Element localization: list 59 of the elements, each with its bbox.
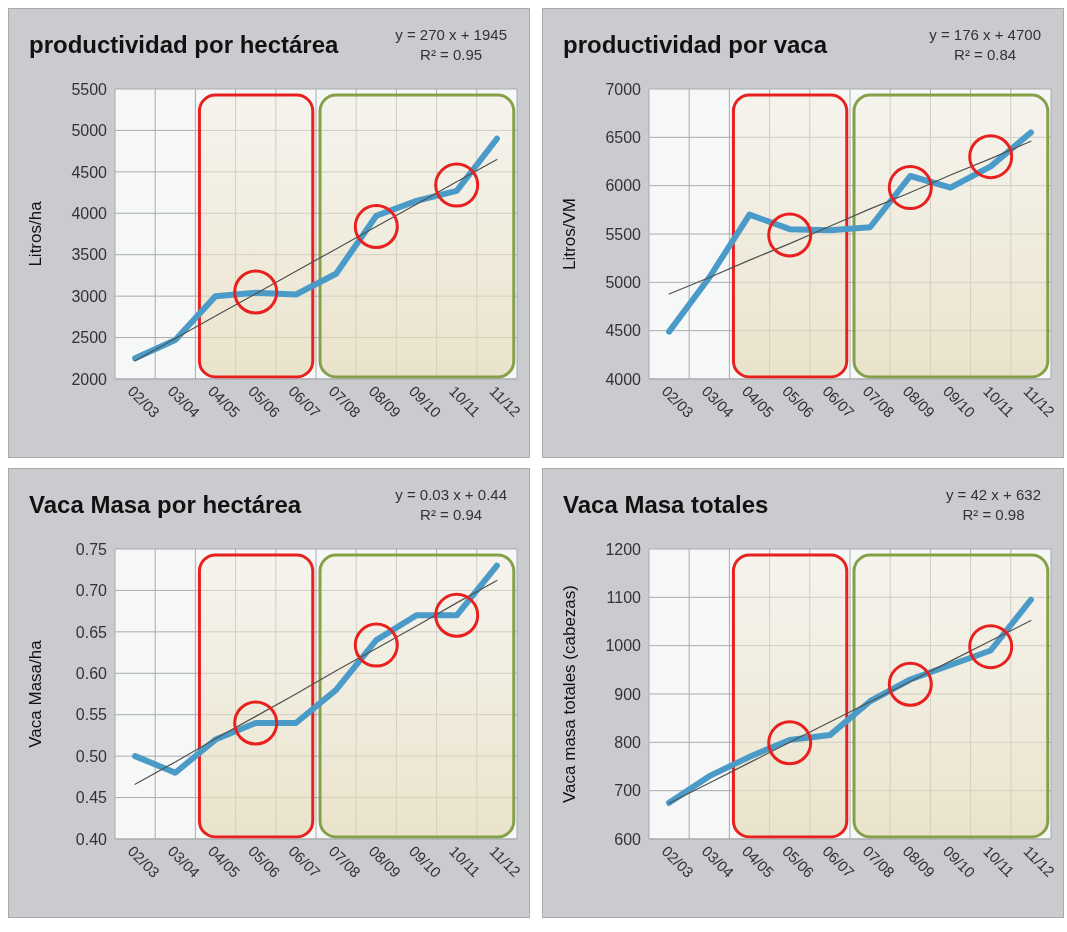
chart-title: productividad por vaca xyxy=(563,31,828,59)
y-tick-label: 2500 xyxy=(71,329,108,347)
text: y = 176 x + 4700 xyxy=(929,25,1041,45)
y-tick-label: 1100 xyxy=(606,589,642,607)
point xyxy=(887,661,933,707)
y-tick-label: 4000 xyxy=(71,204,108,222)
y-tick-label: 0.40 xyxy=(75,830,108,848)
y-tick-label: 4500 xyxy=(605,322,642,340)
chart-title: Vaca Masa por hectárea xyxy=(29,491,302,519)
y-tick-label: 2000 xyxy=(71,370,108,388)
y-tick-label: 700 xyxy=(614,782,642,800)
point xyxy=(353,204,399,250)
text: y = 42 x + 632 xyxy=(945,485,1041,505)
y-tick-label: 3500 xyxy=(71,246,108,264)
y-tick-label: 5500 xyxy=(605,225,642,243)
chart-title: Vaca Masa totales xyxy=(563,491,769,519)
y-tick-label: 6000 xyxy=(605,177,642,195)
y-tick-label: 0.70 xyxy=(75,582,108,600)
point xyxy=(968,134,1014,180)
text: y = 0.03 x + 0.44 xyxy=(395,485,507,505)
y-tick-label: 7000 xyxy=(605,80,642,98)
y-axis-title: Litros/ha xyxy=(26,200,46,267)
y-tick-label: 5000 xyxy=(605,274,642,292)
y-tick-label: 4500 xyxy=(71,163,108,181)
point xyxy=(434,162,480,208)
y-tick-label: 1000 xyxy=(605,637,642,655)
y-tick-label: 5500 xyxy=(71,80,108,98)
y-tick-label: 0.55 xyxy=(75,706,108,724)
y-tick-label: 0.45 xyxy=(75,789,108,807)
y-axis-title: Litros/VM xyxy=(560,198,580,270)
point xyxy=(767,720,813,766)
text: R² = 0.94 xyxy=(419,505,484,525)
point xyxy=(767,212,813,258)
y-tick-label: 6500 xyxy=(605,129,642,147)
y-tick-label: 0.75 xyxy=(75,540,108,558)
y-tick-label: 0.50 xyxy=(75,747,108,765)
y-tick-label: 3000 xyxy=(71,287,108,305)
point xyxy=(353,622,399,668)
y-tick-label: 4000 xyxy=(605,370,642,388)
text: y = 270 x + 1945 xyxy=(395,25,507,45)
line-series xyxy=(668,140,1032,295)
y-axis-title: Vaca Masa/ha xyxy=(26,639,46,748)
point xyxy=(968,624,1014,670)
y-tick-label: 600 xyxy=(614,830,642,848)
point xyxy=(233,700,279,746)
text: R² = 0.84 xyxy=(953,45,1018,65)
point xyxy=(233,269,279,315)
y-tick-label: 1200 xyxy=(605,540,642,558)
text: R² = 0.95 xyxy=(419,45,484,65)
y-axis-title: Vaca masa totales (cabezas) xyxy=(560,585,580,803)
point xyxy=(434,592,480,638)
y-tick-label: 800 xyxy=(614,734,642,752)
y-tick-label: 5000 xyxy=(71,122,108,140)
y-tick-label: 0.60 xyxy=(75,664,108,682)
point xyxy=(887,165,933,211)
text: R² = 0.98 xyxy=(961,505,1026,525)
y-tick-label: 900 xyxy=(614,685,642,703)
y-tick-label: 0.65 xyxy=(75,623,108,641)
chart-title: productividad por hectárea xyxy=(29,31,339,59)
